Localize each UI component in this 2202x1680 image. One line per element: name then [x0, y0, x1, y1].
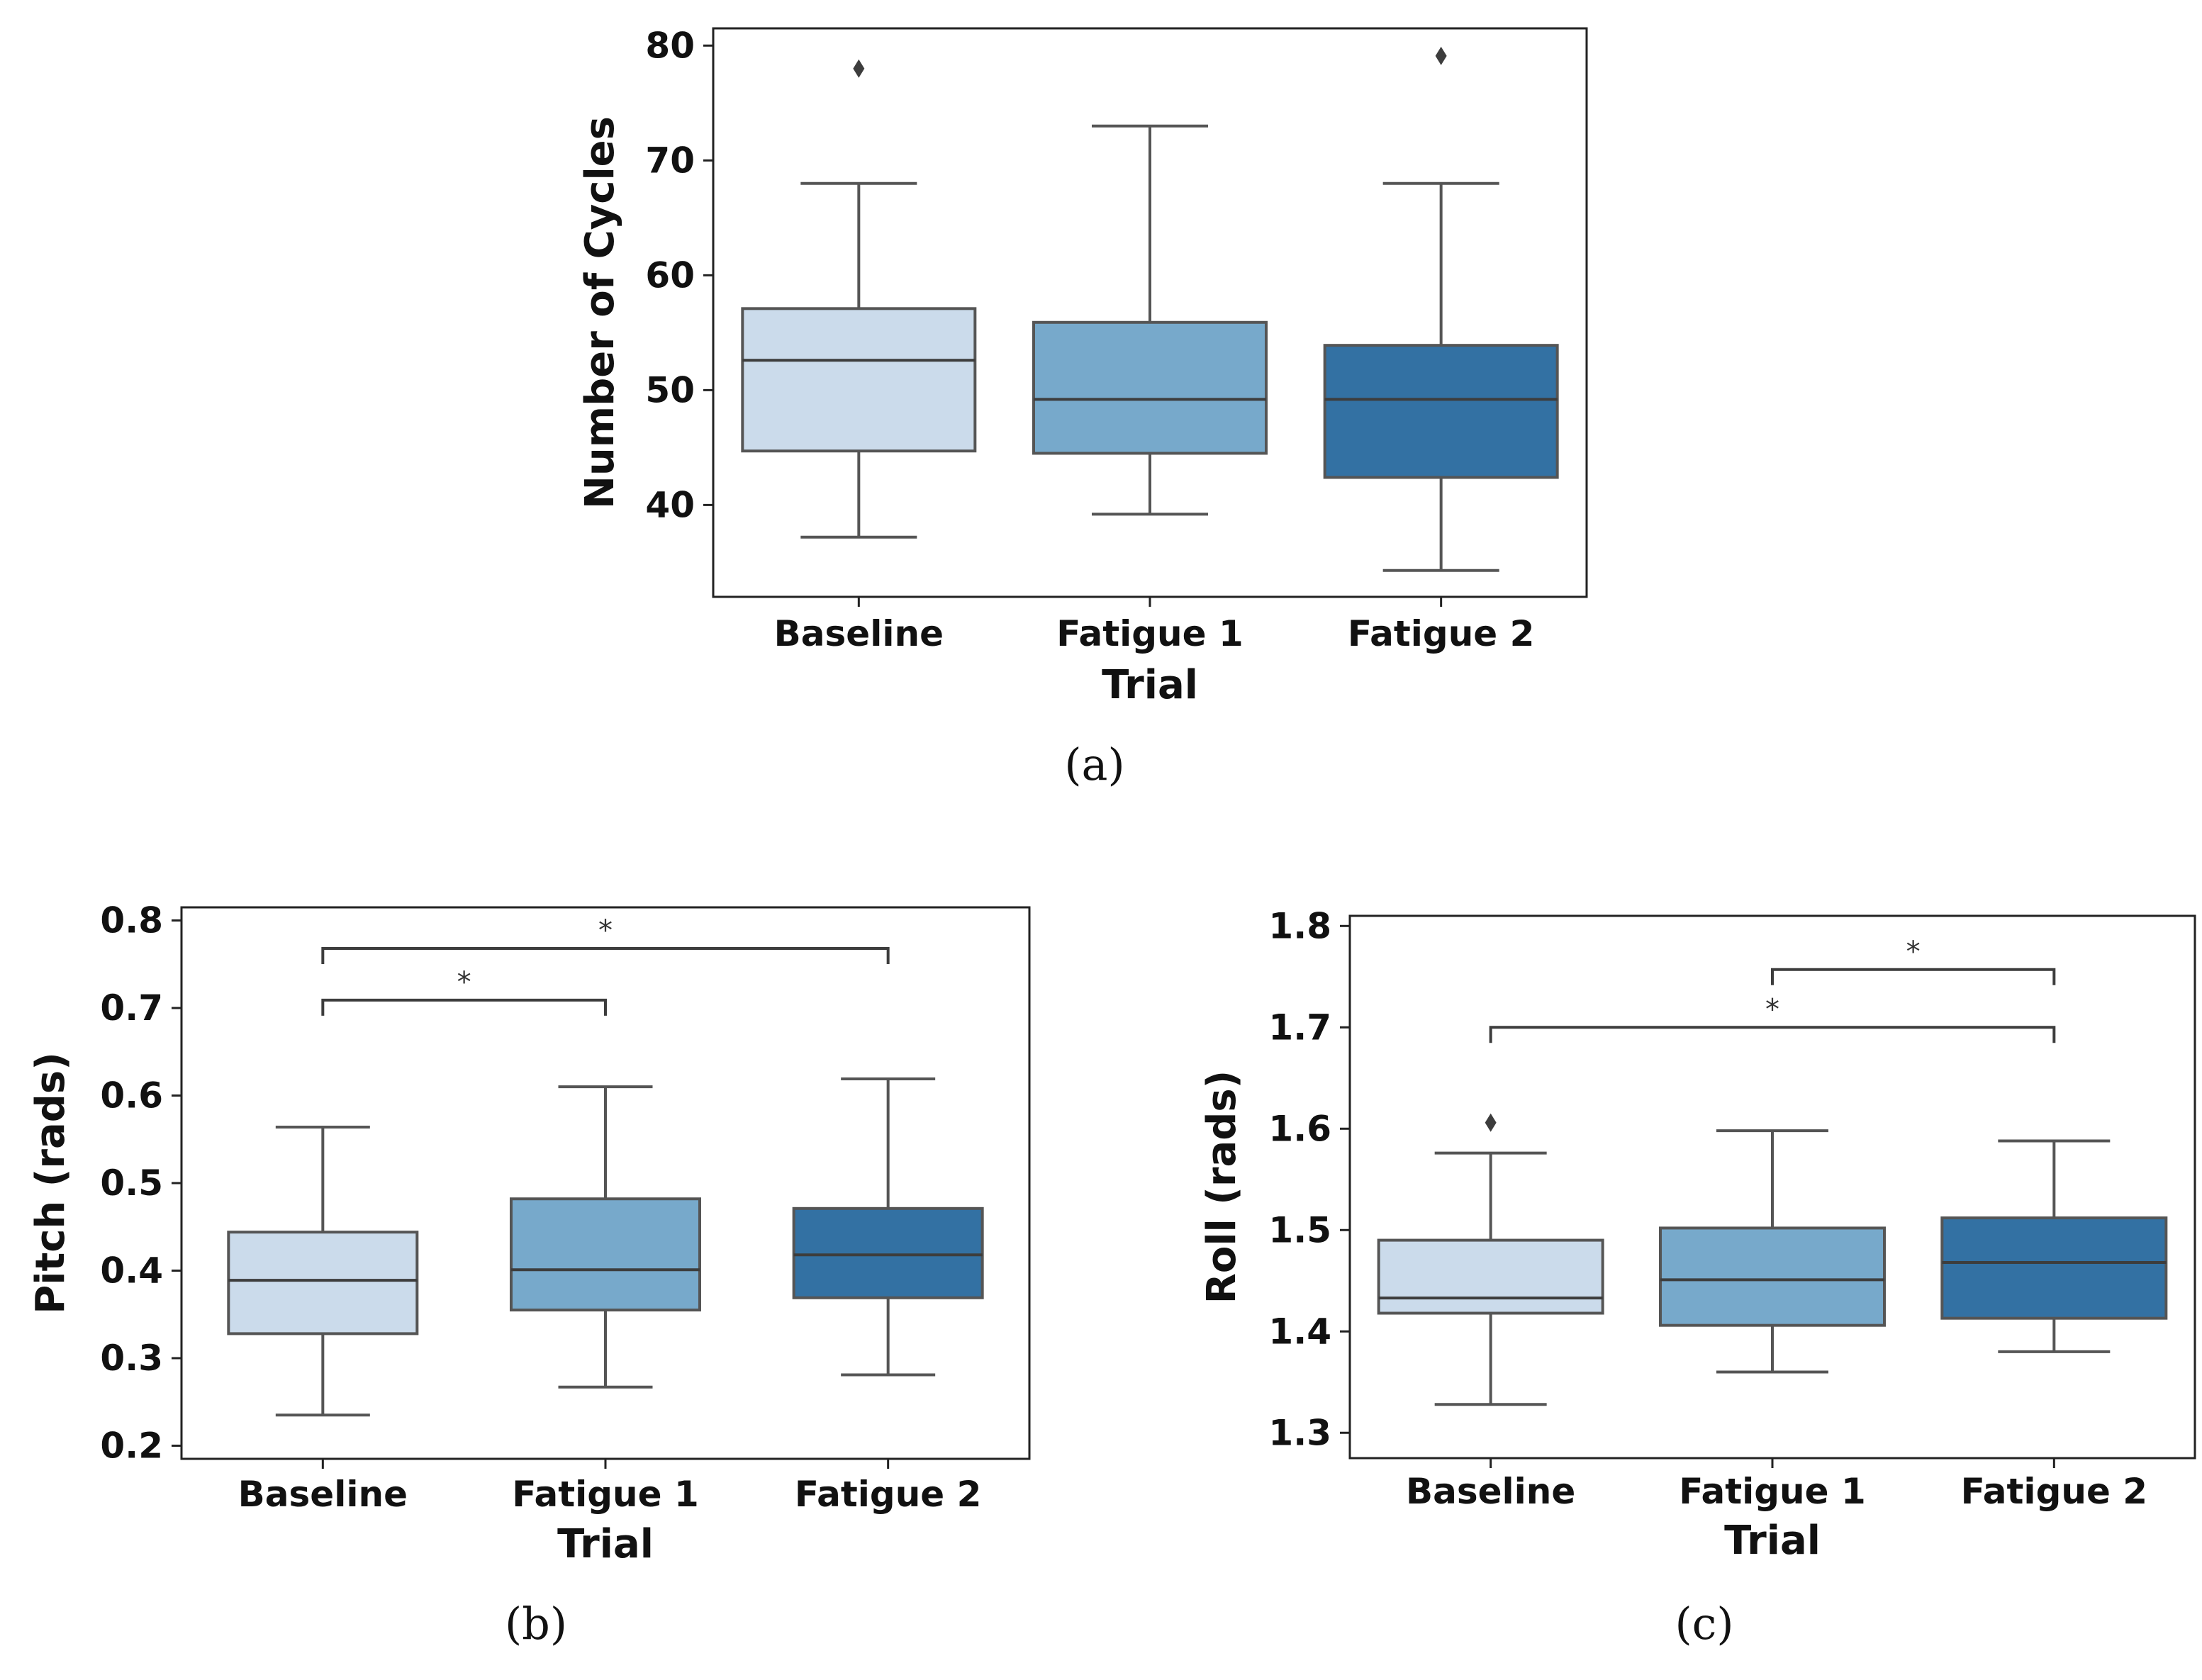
y-tick-label: 50	[645, 369, 695, 410]
outlier-point	[1435, 46, 1447, 65]
box-baseline	[1377, 1113, 1604, 1406]
y-axis-label: Pitch (rads)	[28, 1052, 74, 1314]
box-fatigue-2	[1323, 46, 1559, 572]
x-axis-label: Trial	[1724, 1518, 1821, 1564]
box-fatigue-2	[792, 1077, 984, 1377]
y-tick-label: 0.2	[100, 1425, 163, 1466]
x-axis-label: Trial	[557, 1521, 654, 1567]
box-iqr	[1032, 320, 1268, 455]
outlier-point	[1485, 1113, 1497, 1132]
box-baseline	[227, 1125, 419, 1417]
panel-caption: (c)	[1675, 1598, 1733, 1650]
y-tick-label: 40	[645, 484, 695, 525]
y-tick-label: 70	[645, 140, 695, 181]
significance-bracket: *	[321, 914, 890, 965]
x-axis-label: Trial	[1102, 662, 1198, 708]
x-tick-label: Baseline	[238, 1474, 408, 1515]
bracket-line	[1489, 1026, 2056, 1043]
chart-panel-b: 0.2 0.3 0.4 0.5 0.6 0.7 0.8 Baseline Fatigue 1 Fa…	[28, 900, 1031, 1650]
y-tick-label: 60	[645, 254, 695, 296]
bracket-line	[321, 998, 607, 1016]
significance-bracket: *	[321, 966, 607, 1016]
y-tick-label: 1.3	[1268, 1412, 1331, 1453]
significance-bracket: *	[1771, 936, 2056, 985]
box-iqr	[1323, 344, 1559, 479]
box-fatigue-1	[1659, 1129, 1886, 1374]
y-tick-label: 1.7	[1268, 1007, 1331, 1048]
y-axis-label: Roll (rads)	[1199, 1070, 1245, 1304]
bracket-line	[1771, 968, 2056, 985]
y-tick-label: 1.5	[1268, 1209, 1331, 1250]
y-tick-label: 0.3	[100, 1338, 163, 1379]
y-tick-label: 0.8	[100, 900, 163, 941]
significance-bracket: *	[1489, 993, 2056, 1043]
x-tick-label: Fatigue 1	[1056, 613, 1243, 654]
x-tick-label: Fatigue 1	[512, 1474, 699, 1515]
x-tick-label: Fatigue 2	[795, 1474, 982, 1515]
y-tick-label: 0.6	[100, 1075, 163, 1116]
box-iqr	[227, 1231, 419, 1335]
significance-star: *	[1906, 936, 1921, 968]
box-fatigue-2	[1940, 1139, 2168, 1353]
y-tick-label: 1.8	[1268, 905, 1331, 946]
significance-star: *	[1765, 993, 1779, 1026]
y-axis-label: Number of Cycles	[577, 116, 623, 509]
y-tick-label: 1.6	[1268, 1108, 1331, 1149]
bracket-line	[321, 947, 890, 965]
x-tick-label: Fatigue 1	[1679, 1471, 1866, 1512]
x-tick-label: Baseline	[774, 613, 944, 654]
x-tick-label: Baseline	[1406, 1471, 1575, 1512]
x-tick-label: Fatigue 2	[1961, 1471, 2148, 1512]
box-fatigue-1	[1032, 124, 1268, 516]
chart-panel-a: 40 50 60 70 80 Baseline Fatigue 1 Fatigue 2 Tria…	[577, 25, 1588, 790]
panel-caption: (b)	[505, 1598, 567, 1650]
y-tick-label: 0.5	[100, 1163, 163, 1204]
outlier-point	[853, 59, 865, 78]
box-iqr	[1377, 1238, 1604, 1315]
y-tick-label: 1.4	[1268, 1311, 1331, 1352]
box-iqr	[510, 1197, 701, 1312]
box-iqr	[741, 307, 977, 453]
y-tick-label: 0.4	[100, 1250, 163, 1291]
y-tick-label: 0.7	[100, 987, 163, 1029]
box-iqr	[1659, 1226, 1886, 1327]
box-fatigue-1	[510, 1085, 701, 1389]
y-tick-label: 80	[645, 25, 695, 66]
panel-caption: (a)	[1064, 739, 1124, 790]
box-baseline	[741, 59, 977, 539]
significance-star: *	[457, 966, 471, 999]
box-iqr	[792, 1206, 984, 1299]
significance-star: *	[598, 914, 613, 947]
chart-panel-c: 1.3 1.4 1.5 1.6 1.7 1.8 Baseline Fatigue 1 Fatig…	[1199, 905, 2196, 1650]
x-tick-label: Fatigue 2	[1348, 613, 1535, 654]
box-iqr	[1940, 1216, 2168, 1320]
